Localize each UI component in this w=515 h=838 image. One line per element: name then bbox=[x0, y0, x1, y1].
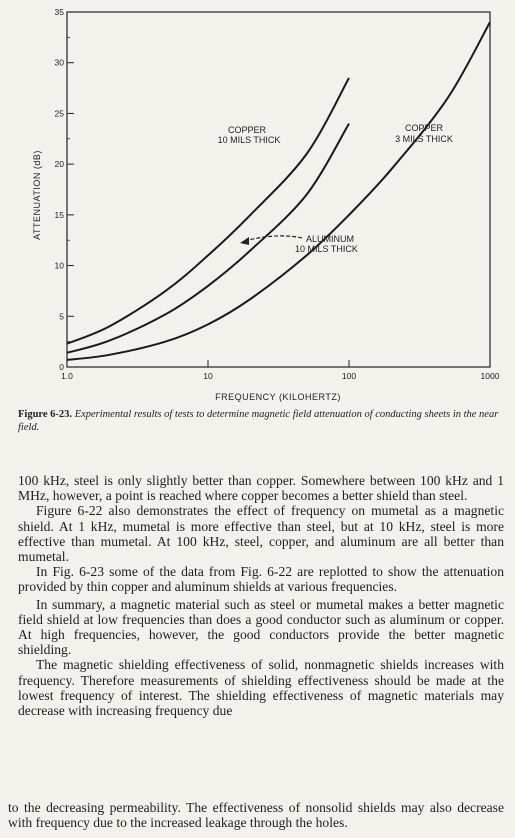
y-tick-label-0: 0 bbox=[59, 362, 64, 372]
series-line-copper-3-mils-thick bbox=[66, 21, 491, 361]
continued-text: to the decreasing permeability. The effe… bbox=[8, 800, 504, 830]
y-tick-label-3: 15 bbox=[55, 210, 65, 220]
aluminum-pointer-arrow bbox=[244, 235, 303, 242]
y-tick-label-5: 25 bbox=[55, 108, 65, 118]
plot-border bbox=[66, 11, 491, 368]
series-layer bbox=[66, 21, 491, 361]
aluminum-pointer-arrowhead bbox=[240, 237, 249, 245]
paragraph-3: In Fig. 6-23 some of the data from Fig. … bbox=[18, 564, 504, 595]
annotation-copper3-line2: 3 MILS THICK bbox=[395, 134, 453, 144]
series-line-copper-10-mils-thick bbox=[66, 77, 350, 345]
y-axis-ticks: 0 5 10 15 20 25 30 35 bbox=[55, 7, 74, 372]
annotation-aluminum-line1: ALUMINUM bbox=[306, 234, 354, 244]
figure-caption: Figure 6-23. Experimental results of tes… bbox=[18, 408, 506, 434]
y-tick-label-4: 20 bbox=[55, 159, 65, 169]
x-tick-label-2: 100 bbox=[342, 371, 356, 381]
annotation-copper10-line1: COPPER bbox=[228, 125, 267, 135]
plot-frame bbox=[66, 11, 491, 368]
annotation-aluminum-line2: 10 MILS THICK bbox=[295, 244, 358, 254]
x-tick-label-3: 1000 bbox=[481, 371, 500, 381]
paragraph-2: Figure 6-22 also demonstrates the effect… bbox=[18, 503, 504, 565]
paragraph-continuation: to the decreasing permeability. The effe… bbox=[8, 800, 504, 831]
y-tick-label-2: 10 bbox=[55, 261, 65, 271]
y-tick-label-7: 35 bbox=[55, 7, 65, 17]
y-tick-label-6: 30 bbox=[55, 58, 65, 68]
annotation-copper10-line2: 10 MILS THICK bbox=[218, 135, 281, 145]
series-line-aluminum-10-mils-thick bbox=[66, 123, 350, 354]
annotation-copper3-line1: COPPER bbox=[405, 123, 444, 133]
figure-6-23-chart: 0 5 10 15 20 25 30 35 1.0 10 100 1000 ATTENUATION … bbox=[32, 7, 500, 402]
body-text: 100 kHz, steel is only slightly better t… bbox=[18, 473, 504, 718]
y-axis-label: ATTENUATION (dB) bbox=[32, 150, 42, 240]
x-axis-ticks: 1.0 10 100 1000 bbox=[61, 360, 500, 381]
y-tick-label-1: 5 bbox=[59, 311, 64, 321]
x-axis-label: FREQUENCY (KILOHERTZ) bbox=[215, 392, 341, 402]
paragraph-4: In summary, a magnetic material such as … bbox=[18, 596, 504, 658]
caption-label: Figure 6-23. bbox=[18, 409, 73, 420]
paragraph-1: 100 kHz, steel is only slightly better t… bbox=[18, 473, 504, 504]
caption-text: Experimental results of tests to determi… bbox=[18, 409, 499, 433]
x-tick-label-0: 1.0 bbox=[61, 371, 73, 381]
x-tick-label-1: 10 bbox=[203, 371, 213, 381]
paragraph-5: The magnetic shielding effectiveness of … bbox=[18, 657, 504, 719]
